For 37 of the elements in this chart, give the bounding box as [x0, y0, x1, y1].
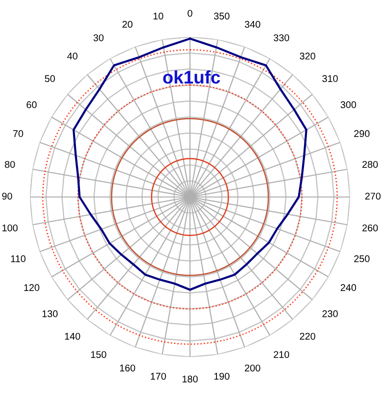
spoke-label: 120: [24, 284, 40, 292]
spoke-label: 40: [67, 52, 78, 60]
spoke-label: 150: [91, 351, 106, 358]
spoke-label: 350: [214, 12, 230, 20]
spoke-label: 270: [365, 192, 381, 200]
spoke-label: 20: [122, 20, 132, 28]
spoke-label: 330: [274, 34, 290, 42]
spoke-label: 70: [13, 130, 24, 138]
spoke-label: 170: [150, 372, 166, 380]
spoke-label: 340: [244, 20, 260, 28]
spoke-label: 90: [2, 192, 12, 200]
spoke-label: 280: [362, 160, 378, 168]
spoke-label: 100: [2, 224, 18, 232]
spoke-label: 50: [44, 75, 55, 82]
spoke-label: 130: [42, 310, 58, 318]
spoke-label: 250: [354, 255, 370, 262]
spoke-label: 320: [300, 52, 316, 60]
spoke-label: 180: [182, 376, 198, 382]
spoke-label: 310: [322, 75, 338, 82]
spoke-label: 220: [300, 332, 316, 340]
spoke-label: 190: [214, 372, 230, 380]
spoke-label: 230: [322, 310, 338, 318]
spoke-label: 60: [26, 101, 37, 108]
spoke-label: 260: [362, 224, 378, 232]
spoke-label: 200: [244, 364, 260, 372]
spoke-label: 300: [340, 101, 356, 108]
spoke-label: 110: [11, 255, 26, 262]
spoke-label: 10: [154, 12, 164, 20]
spoke-label: 290: [354, 130, 370, 138]
spoke-label: 160: [120, 364, 136, 372]
spoke-label: 210: [274, 351, 290, 358]
spoke-label: 240: [340, 284, 356, 292]
spoke-label: 30: [93, 34, 104, 42]
spoke-label: 0: [188, 10, 192, 17]
text: ok1ufc: [163, 70, 220, 84]
spoke-label: 80: [4, 160, 15, 168]
spoke-label: 140: [65, 332, 80, 340]
